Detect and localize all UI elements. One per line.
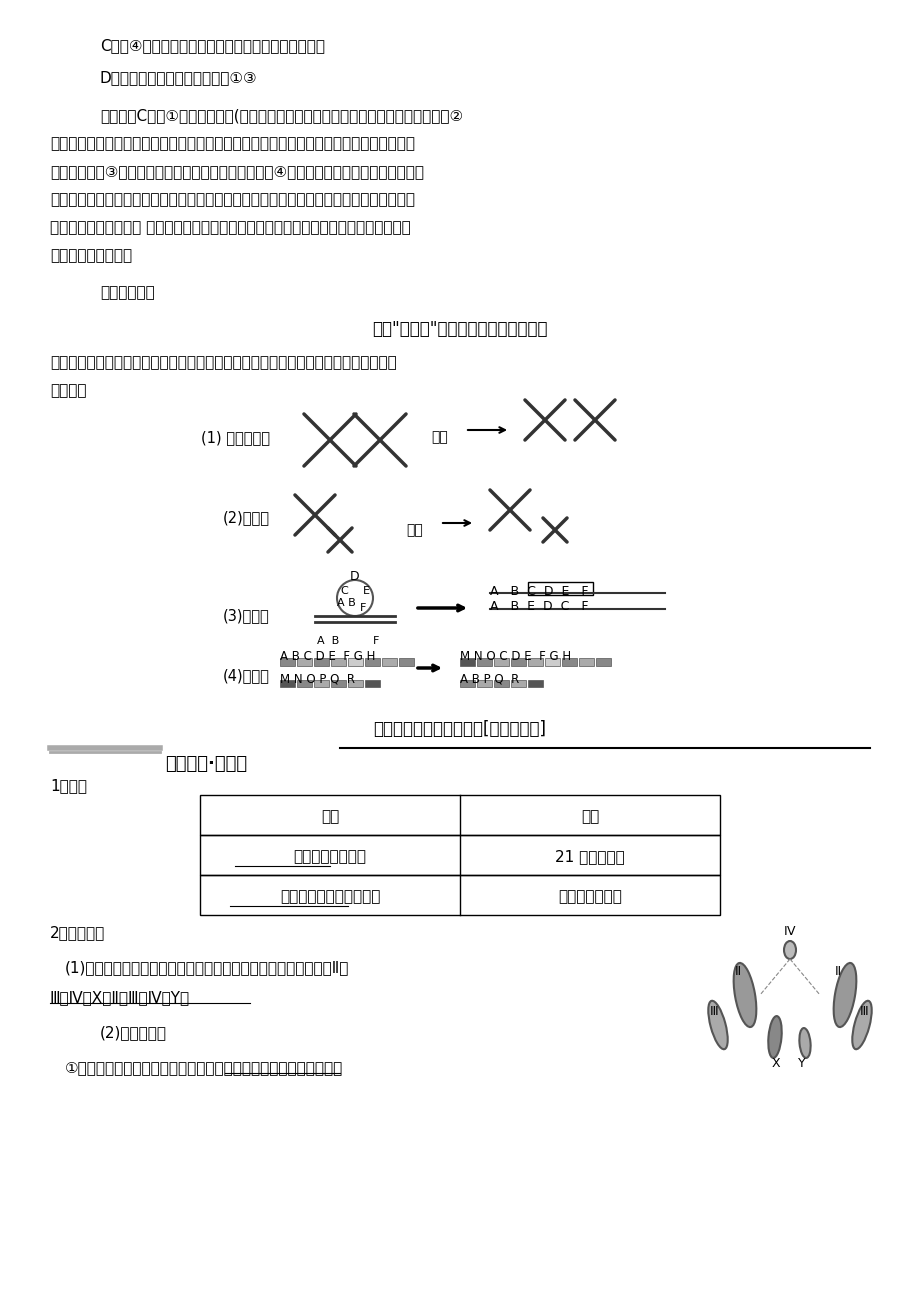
Text: 种变异都能够遗传。: 种变异都能够遗传。 <box>50 247 132 263</box>
Text: (2)组成特点：: (2)组成特点： <box>100 1025 167 1040</box>
Text: 还原: 还原 <box>406 523 423 536</box>
Text: A  B: A B <box>317 635 339 646</box>
Text: 以染色体组形式成倍增减: 以染色体组形式成倍增减 <box>279 889 380 904</box>
Text: 解析：选C　图①表示交叉互换(导致基因重组），发生在减数分裂的四分体时期；图②: 解析：选C 图①表示交叉互换(导致基因重组），发生在减数分裂的四分体时期；图② <box>100 108 462 122</box>
Text: F: F <box>372 635 379 646</box>
Text: Ⅳ: Ⅳ <box>783 924 795 937</box>
Ellipse shape <box>851 1001 871 1049</box>
Text: A   B  C  D  E   F: A B C D E F <box>490 585 588 598</box>
Bar <box>199 875 720 915</box>
Text: 分体时期；图③中碱基对发生缺失，属于基因突变；图④中弯曲的部位表示在其同源染色体: 分体时期；图③中碱基对发生缺失，属于基因突变；图④中弯曲的部位表示在其同源染色体 <box>50 164 424 178</box>
Text: 示如下：: 示如下： <box>50 383 86 398</box>
Bar <box>494 680 508 687</box>
Text: 利用"还原法"判断模式图中的变异类型: 利用"还原法"判断模式图中的变异类型 <box>372 320 547 339</box>
Bar <box>544 658 560 667</box>
Bar <box>331 680 346 687</box>
Text: M N O C D E  F G H: M N O C D E F G H <box>460 650 571 663</box>
Bar <box>399 658 414 667</box>
Text: Ⅱ: Ⅱ <box>834 965 840 978</box>
Text: 在判断模式图中的变异类型时，可利用将变异后的图形还原或分开的方法予以判断，图: 在判断模式图中的变异类型时，可利用将变异后的图形还原或分开的方法予以判断，图 <box>50 355 396 370</box>
Text: (4)易位：: (4)易位： <box>223 668 269 684</box>
Text: 面的染色体缺失了一段 基因突变、基因重组和染色体变异都是可遗传的变异，所以图中４: 面的染色体缺失了一段 基因突变、基因重组和染色体变异都是可遗传的变异，所以图中４ <box>50 220 410 234</box>
Text: 还原: 还原 <box>431 430 448 444</box>
Text: 考点二　染色体数目变异[重难深化类]: 考点二 染色体数目变异[重难深化类] <box>373 720 546 738</box>
Bar <box>510 658 526 667</box>
Ellipse shape <box>767 1016 781 1059</box>
Text: E: E <box>363 586 369 596</box>
Ellipse shape <box>833 963 856 1027</box>
Bar <box>578 658 594 667</box>
Bar <box>199 796 720 835</box>
Text: A   B  E  D  C   F: A B E D C F <box>490 600 588 613</box>
Text: 重温教材·自学区: 重温教材·自学区 <box>165 755 247 773</box>
Ellipse shape <box>799 1029 810 1059</box>
Text: D: D <box>350 570 359 583</box>
Text: D．图中４种变异能够遗传的是①③: D．图中４种变异能够遗传的是①③ <box>100 70 257 85</box>
Bar <box>365 658 380 667</box>
Text: Ⅲ、Ⅳ、X或Ⅱ、Ⅲ、Ⅳ、Y。: Ⅲ、Ⅳ、X或Ⅱ、Ⅲ、Ⅳ、Y。 <box>50 990 190 1005</box>
Text: (1)组成如图中雄果蝇体细胞染色体中的一个染色体组可表示为：Ⅱ、: (1)组成如图中雄果蝇体细胞染色体中的一个染色体组可表示为：Ⅱ、 <box>65 960 349 975</box>
Text: Y: Y <box>797 1057 805 1070</box>
Text: 2．染色体组: 2．染色体组 <box>50 924 105 940</box>
Bar <box>279 680 295 687</box>
Bar <box>528 658 542 667</box>
Bar <box>313 658 329 667</box>
Text: A B C D E  F G H: A B C D E F G H <box>279 650 375 663</box>
Text: X: X <box>771 1057 780 1070</box>
Text: 上没有配对的片段，上面的一条染色体比下面的长，可能是上面的染色体重复了一段，或下: 上没有配对的片段，上面的一条染色体比下面的长，可能是上面的染色体重复了一段，或下 <box>50 191 414 207</box>
Text: (3)倒位：: (3)倒位： <box>223 608 269 622</box>
Ellipse shape <box>708 1001 727 1049</box>
Text: F: F <box>359 603 366 613</box>
Text: C: C <box>340 586 347 596</box>
Text: (1) 交叉互换：: (1) 交叉互换： <box>200 430 269 445</box>
Bar <box>199 835 720 875</box>
Text: 的交换发生在非同源染色体间，属于染色体结构变异中的易位，不一定发生在减数分裂的四: 的交换发生在非同源染色体间，属于染色体结构变异中的易位，不一定发生在减数分裂的四 <box>50 135 414 151</box>
Bar <box>297 680 312 687</box>
Bar <box>279 658 295 667</box>
Bar <box>494 658 508 667</box>
Text: C．图④中的变异属于染色体结构变异中的缺失或重复: C．图④中的变异属于染色体结构变异中的缺失或重复 <box>100 38 324 53</box>
Bar <box>381 658 397 667</box>
Bar <box>460 658 474 667</box>
Bar <box>476 680 492 687</box>
Bar <box>528 582 593 595</box>
Text: 实例: 实例 <box>580 809 598 824</box>
Bar <box>476 658 492 667</box>
Text: M N O P Q  R: M N O P Q R <box>279 672 355 685</box>
Text: A B: A B <box>336 598 356 608</box>
Bar <box>510 680 526 687</box>
Text: 三倍体无子西瓜: 三倍体无子西瓜 <box>558 889 621 904</box>
Text: 〔类题通法〕: 〔类题通法〕 <box>100 285 154 299</box>
Text: 1．类型: 1．类型 <box>50 779 87 793</box>
Text: 21 三体综合征: 21 三体综合征 <box>554 849 624 865</box>
Bar <box>365 680 380 687</box>
Bar <box>313 680 329 687</box>
Text: 个别染色体的增减: 个别染色体的增减 <box>293 849 366 865</box>
Bar <box>347 658 363 667</box>
Text: Ⅲ: Ⅲ <box>709 1005 718 1018</box>
Bar <box>460 680 474 687</box>
Bar <box>596 658 610 667</box>
Text: 类型: 类型 <box>321 809 339 824</box>
Text: Ⅱ: Ⅱ <box>734 965 741 978</box>
Text: Ⅲ: Ⅲ <box>859 1005 868 1018</box>
Bar <box>562 658 576 667</box>
Ellipse shape <box>783 941 795 960</box>
Text: A B P Q  R: A B P Q R <box>460 672 518 685</box>
Text: (2)易位：: (2)易位： <box>222 510 269 525</box>
Bar <box>297 658 312 667</box>
Bar <box>347 680 363 687</box>
Bar <box>528 680 542 687</box>
Ellipse shape <box>732 963 755 1027</box>
Text: ①形态上：细胞中的一组非同源染色体，在形态和功能上各不相同。: ①形态上：细胞中的一组非同源染色体，在形态和功能上各不相同。 <box>65 1060 343 1075</box>
Bar <box>331 658 346 667</box>
